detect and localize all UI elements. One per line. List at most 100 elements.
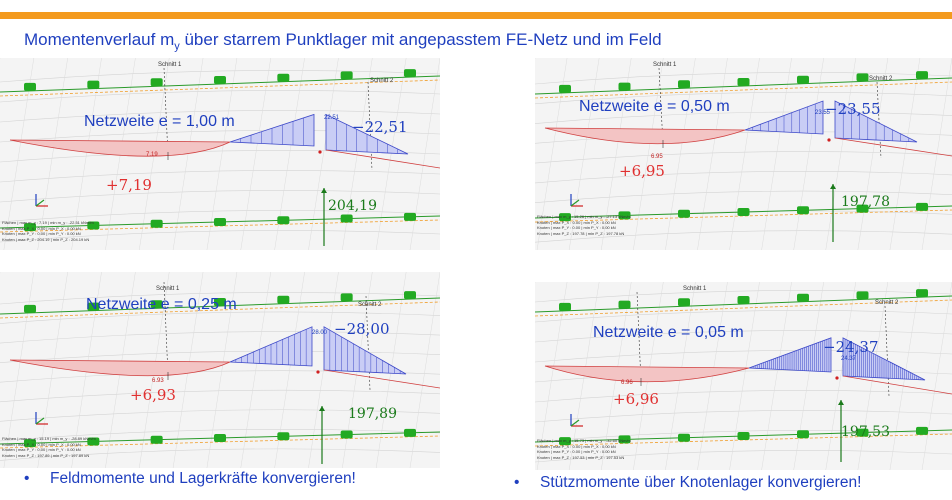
mesh-line — [0, 190, 440, 203]
result-info-box: Flächen | max m_y : 15.26 | min m_y : -2… — [537, 214, 631, 236]
mesh-line — [0, 331, 440, 344]
mesh-line — [857, 58, 889, 250]
mesh-line — [3, 272, 35, 468]
support-icon — [24, 439, 36, 448]
support-moment-label: −23,55 — [825, 100, 881, 118]
support-reaction-label: 197,89 — [348, 406, 397, 422]
mesh-line — [761, 282, 792, 470]
mesh-line — [536, 282, 568, 470]
bullet-left: • Feldmomente und Lagerkräfte konvergiere… — [24, 470, 356, 487]
support-icon — [737, 432, 750, 440]
cut-2-label: Schnitt 2 — [875, 300, 899, 306]
mesh-line — [761, 58, 792, 250]
support-icon — [797, 293, 809, 302]
mesh-line — [889, 58, 921, 250]
support-icon — [797, 75, 809, 84]
support-icon — [214, 218, 226, 226]
reaction-arrow-head — [321, 188, 327, 193]
support-icon — [24, 304, 36, 313]
mesh-line — [793, 58, 824, 250]
mesh-line — [37, 272, 68, 468]
axis-y-icon — [570, 419, 580, 427]
support-icon — [150, 219, 163, 228]
support-icon — [618, 211, 631, 220]
slab-axis-line — [834, 137, 952, 157]
mesh-line — [729, 282, 760, 470]
axis-y-icon — [570, 199, 580, 207]
point-support-marker — [835, 376, 839, 380]
mesh-line — [697, 58, 728, 250]
fe-model-view — [535, 282, 952, 470]
cut-2-label: Schnitt 2 — [370, 78, 394, 84]
mesh-line — [0, 311, 440, 324]
result-info-box: Flächen | max m_y : 15.19 | min m_y : -2… — [2, 436, 96, 458]
fe-model-view — [0, 58, 440, 250]
mesh-line — [0, 170, 440, 183]
support-icon — [916, 289, 928, 298]
mesh-line — [240, 58, 272, 250]
section-cut-line — [658, 67, 664, 145]
support-icon — [559, 213, 571, 222]
section-cut-line — [876, 81, 882, 159]
reaction-arrow-head — [838, 400, 844, 405]
slab-edge-dashed-line — [0, 79, 440, 97]
support-icon — [214, 434, 226, 442]
slab-axis-line — [323, 369, 440, 389]
axis-y-icon — [35, 417, 45, 425]
support-icon — [87, 437, 100, 446]
support-icon — [24, 223, 36, 232]
support-icon — [916, 426, 928, 435]
support-icon — [797, 206, 809, 215]
support-reaction-label: 204,19 — [328, 198, 377, 214]
mesh-line — [535, 310, 952, 323]
mesh-line — [535, 450, 952, 463]
mesh-line — [0, 210, 440, 223]
support-icon — [856, 428, 869, 437]
support-icon — [340, 430, 353, 439]
panel-mesh-0-25: Netzweite e = 0,25 m −28,00 28.00 +6,93 … — [0, 272, 440, 468]
support-moment-small-label: 28.00 — [312, 330, 328, 336]
mesh-line — [71, 58, 102, 250]
mesh-line — [568, 58, 600, 250]
fe-model-view — [535, 58, 952, 250]
support-icon — [618, 435, 631, 444]
slab-edge-dashed-line — [535, 433, 952, 447]
cut-1-label: Schnitt 1 — [653, 62, 677, 68]
support-icon — [856, 204, 869, 213]
support-icon — [559, 302, 571, 311]
panel-mesh-1-00: Netzweite e = 1,00 m −22,51 22.51 +7,19 … — [0, 58, 440, 250]
support-reaction-label: 197,53 — [841, 424, 890, 440]
support-icon — [618, 300, 631, 309]
mesh-line — [0, 230, 440, 243]
mesh-line — [535, 390, 952, 403]
point-support-marker — [316, 370, 320, 374]
mesh-line — [535, 111, 952, 124]
field-moment-label: +6,96 — [613, 390, 659, 408]
mesh-line — [0, 448, 440, 461]
mesh-line — [535, 230, 952, 243]
mesh-line — [0, 429, 440, 442]
cut-1-label: Schnitt 1 — [683, 286, 707, 292]
support-moment-small-label: 23.55 — [815, 110, 831, 116]
support-icon — [340, 214, 353, 223]
support-icon — [340, 71, 353, 80]
support-icon — [559, 437, 571, 446]
support-icon — [277, 432, 290, 441]
support-icon — [856, 73, 869, 82]
support-icon — [737, 296, 750, 304]
bullet-right: • Stützmomente über Knotenlager konvergie… — [514, 474, 862, 491]
field-moment-small-label: 7.19 — [146, 152, 158, 158]
slide-title: Momentenverlauf my über starrem Punktlag… — [24, 30, 662, 53]
mesh-background — [535, 58, 952, 250]
mesh-width-label: Netzweite e = 1,00 m — [84, 113, 235, 130]
cut-1-label: Schnitt 1 — [156, 286, 180, 292]
support-icon — [618, 82, 631, 91]
support-icon — [404, 212, 416, 221]
axis-y-icon — [35, 199, 45, 207]
support-icon — [404, 69, 416, 78]
section-cut-line — [367, 81, 373, 171]
mesh-line — [793, 282, 824, 470]
panel-mesh-0-50: Netzweite e = 0,50 m −23,55 23.55 +6,95 … — [535, 58, 952, 250]
mesh-line — [535, 151, 952, 164]
